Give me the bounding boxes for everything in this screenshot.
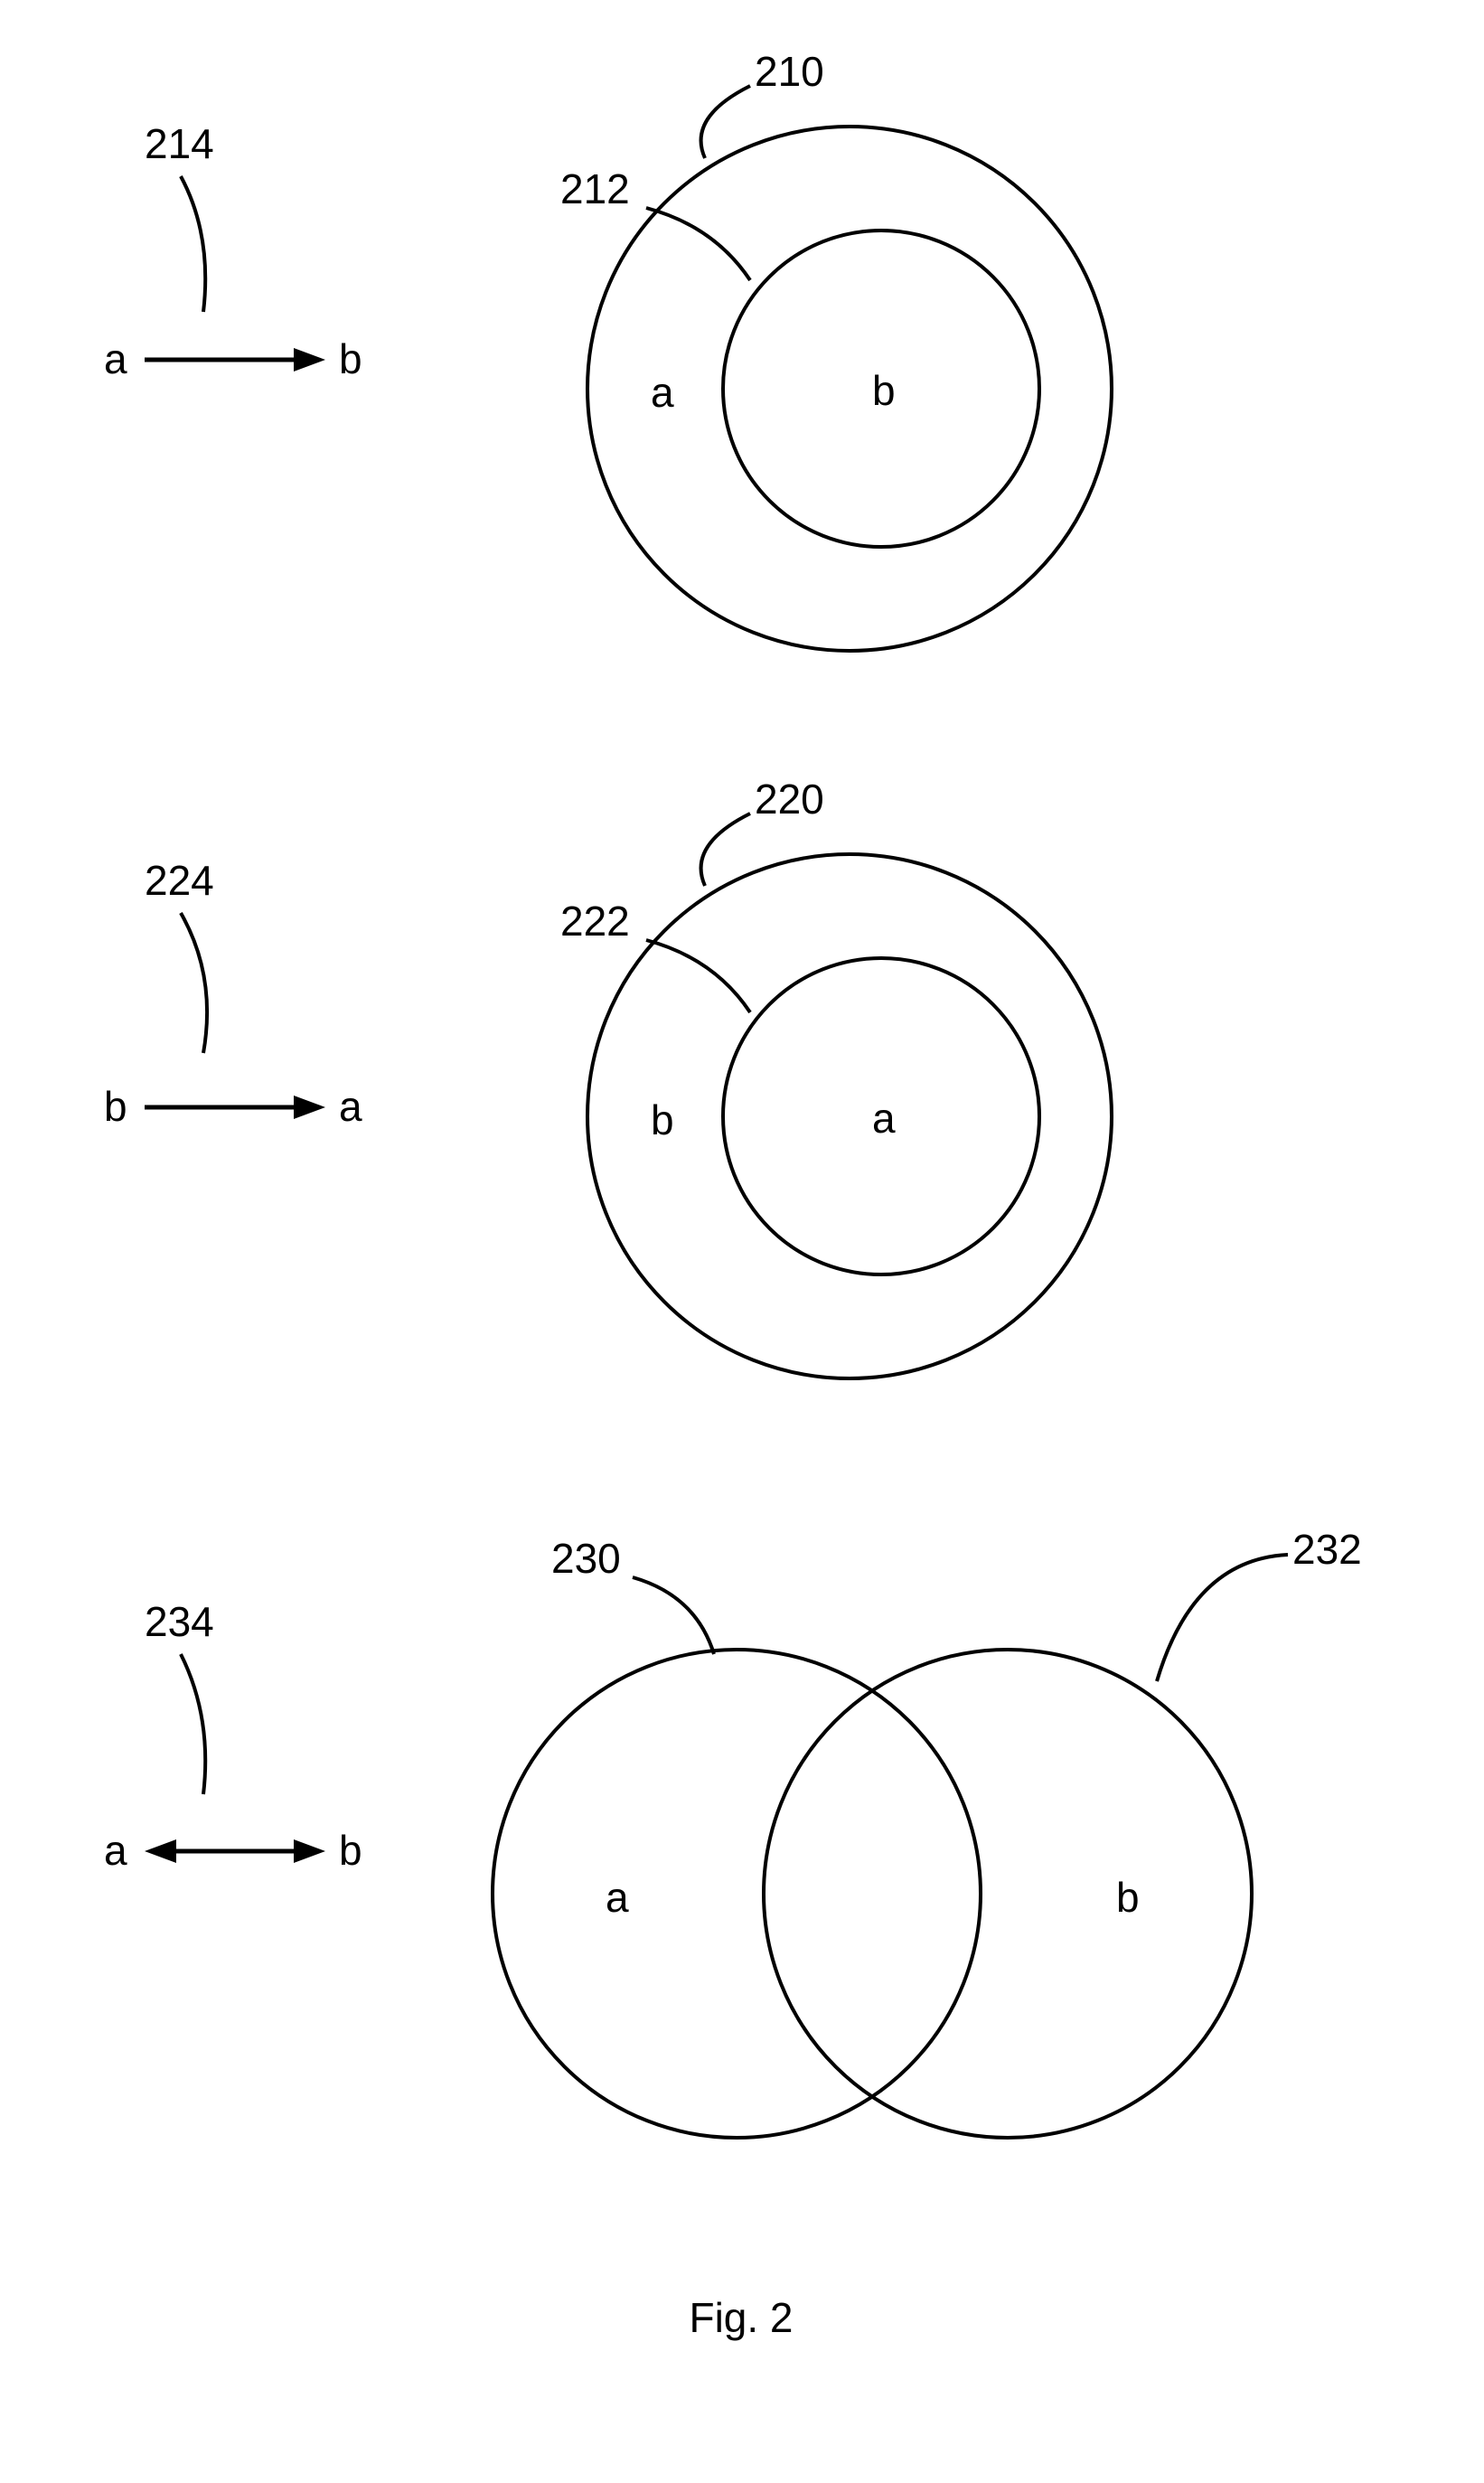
panel3-circles-group: a b 230 232 xyxy=(493,1526,1362,2138)
panel2-arrow-from: b xyxy=(104,1083,127,1130)
leader-230 xyxy=(633,1577,714,1654)
ref-230: 230 xyxy=(551,1535,621,1582)
ref-232: 232 xyxy=(1292,1526,1362,1573)
ref-234: 234 xyxy=(145,1598,214,1645)
leader-214 xyxy=(181,176,205,312)
ref-220: 220 xyxy=(755,776,824,823)
leader-222 xyxy=(646,940,750,1012)
panel1-arrow-group: 214 a b xyxy=(104,120,362,382)
panel3-arrow-from: a xyxy=(104,1827,127,1874)
panel2-arrow-to: a xyxy=(339,1083,362,1130)
panel3-arrow-to: b xyxy=(339,1827,362,1874)
ref-212: 212 xyxy=(560,165,630,212)
panel1-outer-label: a xyxy=(651,369,674,416)
panel1-arrow-head xyxy=(294,348,325,372)
figure-container: 214 a b a b 210 212 224 b xyxy=(0,0,1484,2483)
panel1-circles-group: a b 210 212 xyxy=(560,48,1112,651)
panel1-arrow-to: b xyxy=(339,335,362,382)
leader-232 xyxy=(1157,1555,1288,1681)
figure-svg: 214 a b a b 210 212 224 b xyxy=(0,0,1484,2483)
panel2-circles-group: b a 220 222 xyxy=(560,776,1112,1378)
panel1-inner-label: b xyxy=(872,367,896,414)
ref-222: 222 xyxy=(560,898,630,945)
leader-224 xyxy=(181,913,207,1053)
leader-212 xyxy=(646,208,750,280)
panel3-arrow-group: 234 a b xyxy=(104,1598,362,1874)
ref-224: 224 xyxy=(145,857,214,904)
panel3-arrow-head-left xyxy=(145,1839,176,1863)
panel3-left-circle xyxy=(493,1650,981,2138)
panel2-outer-label: b xyxy=(651,1096,674,1143)
panel2-arrow-group: 224 b a xyxy=(104,857,362,1130)
leader-234 xyxy=(181,1654,205,1794)
panel3-right-circle xyxy=(764,1650,1252,2138)
ref-210: 210 xyxy=(755,48,824,95)
panel3-left-label: a xyxy=(606,1874,629,1921)
ref-214: 214 xyxy=(145,120,214,167)
panel3-right-label: b xyxy=(1116,1874,1140,1921)
panel3-arrow-head-right xyxy=(294,1839,325,1863)
panel1-arrow-from: a xyxy=(104,335,127,382)
panel2-arrow-head xyxy=(294,1096,325,1119)
panel2-inner-label: a xyxy=(872,1095,896,1142)
figure-caption: Fig. 2 xyxy=(689,2294,793,2341)
